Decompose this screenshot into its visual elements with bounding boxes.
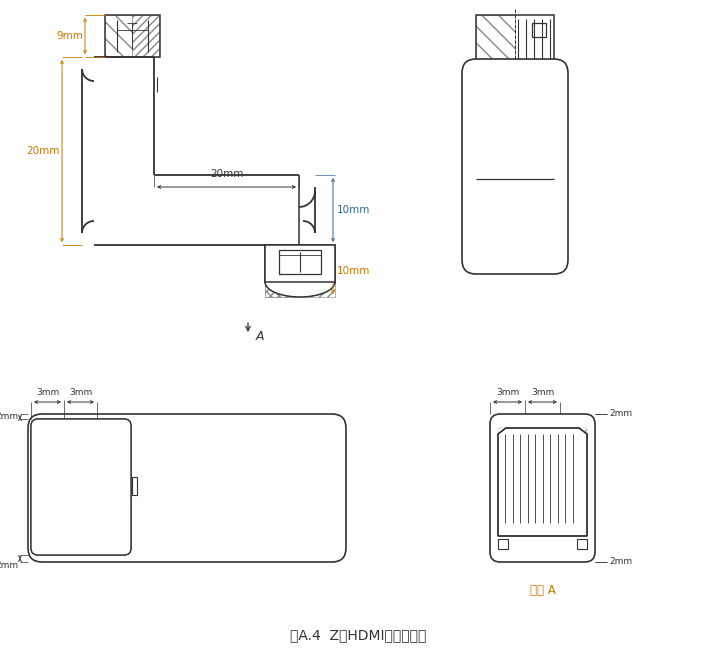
Bar [33,421,129,553]
Bar [61,473,72,485]
Bar [75,515,86,527]
Bar [47,473,58,485]
Bar [61,445,72,457]
Text: 2mm: 2mm [0,412,18,421]
Bar [75,529,86,541]
Bar [75,487,86,499]
FancyBboxPatch shape [28,414,346,562]
Bar [132,15,159,57]
Bar [89,445,100,457]
Bar [89,459,100,471]
Bar [47,459,58,471]
Bar [265,245,335,297]
Bar [503,432,582,525]
Bar [47,529,58,541]
Bar [265,245,288,297]
Bar [89,501,100,513]
Text: 3mm: 3mm [36,388,59,397]
Bar [577,539,587,549]
Bar [75,445,86,457]
Bar [75,473,86,485]
Text: A: A [256,330,264,343]
Bar [89,431,100,443]
Bar [61,501,72,513]
Bar [61,515,72,527]
Text: 10mm: 10mm [337,266,370,276]
Ellipse shape [265,267,335,297]
Text: 20mm: 20mm [26,146,60,156]
Text: 20mm: 20mm [210,169,243,179]
Bar [265,245,335,282]
Bar [61,487,72,499]
Text: 图A.4  Z形HDMI转接器尺寸: 图A.4 Z形HDMI转接器尺寸 [290,628,426,642]
Bar [47,515,58,527]
Bar [75,501,86,513]
Bar [532,23,546,37]
FancyBboxPatch shape [31,419,131,555]
Bar [89,473,100,485]
Bar [105,15,132,57]
Bar [498,428,587,536]
Bar [476,15,554,63]
Text: 9mm: 9mm [56,31,83,41]
Text: 2mm: 2mm [609,410,632,419]
Text: 2mm: 2mm [0,560,18,569]
Bar [279,250,321,274]
Text: 10mm: 10mm [337,205,370,215]
FancyBboxPatch shape [462,59,568,274]
Bar [89,529,100,541]
Text: 3mm: 3mm [496,388,519,397]
Text: 3mm: 3mm [69,388,92,397]
Bar [47,445,58,457]
Polygon shape [498,428,587,536]
Bar [132,477,137,495]
Bar [89,515,100,527]
Bar [498,539,508,549]
Bar [89,487,100,499]
Bar [75,431,86,443]
Bar [61,431,72,443]
Text: 3mm: 3mm [531,388,554,397]
Bar [61,529,72,541]
Bar [45,429,117,545]
Bar [265,245,335,282]
Text: 2mm: 2mm [609,558,632,567]
Bar [47,431,58,443]
Bar [47,487,58,499]
Bar [476,15,515,63]
Bar [47,501,58,513]
Bar [75,459,86,471]
Text: 视图 A: 视图 A [530,584,556,597]
Bar [265,245,335,282]
Bar [61,459,72,471]
Bar [105,15,160,57]
FancyBboxPatch shape [490,414,595,562]
FancyBboxPatch shape [31,419,131,555]
